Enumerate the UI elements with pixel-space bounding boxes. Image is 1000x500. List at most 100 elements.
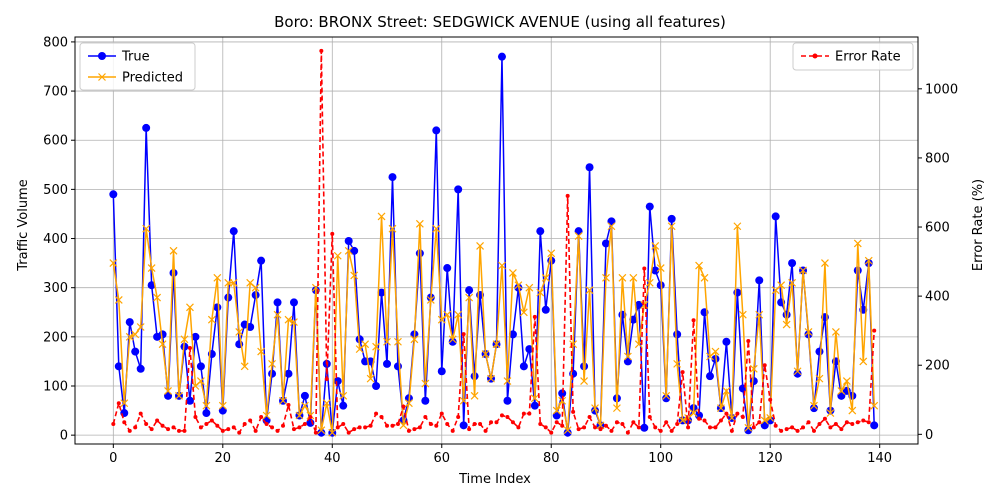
point-predicted [678,416,687,425]
point-predicted [164,386,172,395]
point-error-rate [363,425,368,430]
point-error-rate [554,420,559,425]
point-predicted [574,232,583,241]
point-error-rate [817,421,822,426]
point-error-rate [828,425,833,430]
point-error-rate [423,415,428,420]
point-error-rate [527,411,532,416]
point-true [454,185,463,194]
point-error-rate [746,339,751,344]
point-error-rate [390,423,395,428]
point-predicted [525,283,534,292]
point-true [415,249,424,258]
point-predicted [459,396,468,405]
point-predicted [760,416,769,425]
point-predicted [711,347,720,356]
point-error-rate [505,415,510,420]
point-true [673,330,682,339]
point-error-rate [302,421,307,426]
point-predicted [399,421,408,430]
point-error-rate [149,427,154,432]
point-predicted [213,273,222,282]
point-error-rate [155,418,160,423]
point-error-rate [177,428,182,433]
point-predicted [744,423,753,432]
point-error-rate [582,425,587,430]
point-true [508,330,517,339]
point-error-rate [264,421,269,426]
point-error-rate [735,411,740,416]
legend-predicted-label: Predicted [122,71,183,86]
point-error-rate [636,425,641,430]
point-predicted [169,246,178,255]
plot-frame [74,36,919,445]
point-error-rate [439,411,444,416]
point-predicted [235,328,244,336]
point-predicted [175,391,183,400]
point-error-rate [702,418,707,423]
point-true [114,362,123,371]
point-predicted [196,377,205,386]
legend-error-label: Error Rate [835,50,901,65]
point-error-rate [478,421,483,426]
point-predicted [793,367,802,376]
point-predicted [202,401,211,410]
point-predicted [519,308,528,317]
point-error-rate [707,425,712,430]
point-true [837,391,846,400]
point-predicted [782,320,791,329]
point-error-rate [653,425,658,430]
point-error-rate [822,416,827,421]
point-true [601,239,610,248]
point-predicted [651,241,660,250]
point-predicted [870,401,879,410]
point-error-rate [861,418,866,423]
point-predicted [695,261,703,270]
point-predicted [328,428,337,437]
point-predicted [125,332,134,341]
point-error-rate [866,420,871,425]
point-error-rate [133,425,138,430]
point-error-rate [450,428,455,433]
point-predicted [514,281,523,290]
point-true [339,401,348,410]
point-error-rate [576,427,581,432]
x-tick-label: 60 [433,451,450,466]
point-true [705,372,714,381]
point-error-rate [510,420,515,425]
point-predicted [366,374,375,383]
point-predicted [717,404,725,413]
point-error-rate [417,425,422,430]
point-predicted [136,323,145,331]
point-true [662,394,671,403]
y-tick-label: 700 [43,85,68,100]
point-predicted [623,352,632,361]
point-predicted [837,386,846,395]
point-error-rate [286,402,291,407]
point-error-rate [434,423,439,428]
point-error-rate [461,332,466,337]
point-predicted [404,399,413,408]
point-true [273,298,282,307]
point-error-rate [215,423,220,428]
point-predicted [700,273,709,282]
point-error-rate [664,420,669,425]
point-error-rate [483,428,488,433]
point-error-rate [111,421,116,426]
point-error-rate [467,427,472,432]
point-predicted [826,409,835,417]
point-error-rate [335,425,340,430]
point-error-rate [598,427,603,432]
y2-tick-label: 1000 [925,82,958,97]
point-error-rate [571,409,576,414]
x-tick-label: 140 [867,451,892,466]
point-error-rate [538,421,543,426]
point-true [558,389,567,398]
y-axis-label: Traffic Volume [16,179,31,272]
point-true [257,256,266,265]
point-true [191,332,200,341]
point-error-rate [193,415,198,420]
point-predicted [689,409,698,417]
point-error-rate [872,328,877,333]
point-predicted [766,414,775,422]
